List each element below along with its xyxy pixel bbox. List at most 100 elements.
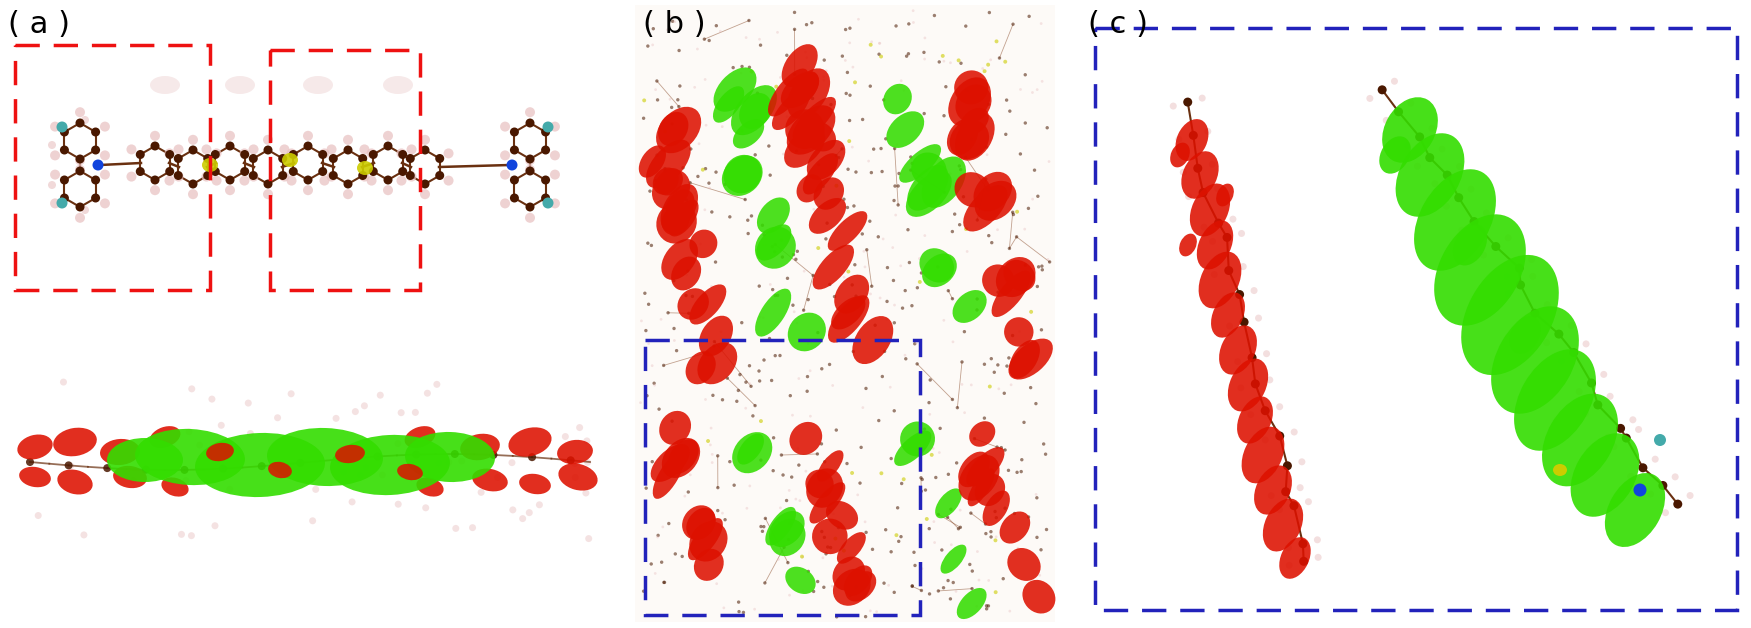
Ellipse shape — [1394, 107, 1403, 116]
Ellipse shape — [573, 474, 580, 481]
Point — [879, 276, 907, 286]
Ellipse shape — [690, 521, 727, 561]
Point — [1012, 70, 1040, 80]
Ellipse shape — [1250, 379, 1259, 388]
Ellipse shape — [1222, 295, 1229, 302]
Ellipse shape — [411, 409, 418, 416]
Ellipse shape — [583, 489, 590, 497]
Point — [692, 205, 720, 215]
Point — [662, 549, 690, 559]
Point — [643, 151, 671, 161]
Point — [872, 525, 900, 535]
Point — [728, 126, 756, 136]
Point — [844, 588, 872, 598]
Ellipse shape — [949, 120, 989, 159]
Ellipse shape — [383, 131, 392, 141]
Ellipse shape — [1189, 131, 1198, 140]
Point — [807, 439, 835, 449]
Point — [833, 458, 861, 468]
Ellipse shape — [1240, 318, 1248, 327]
Ellipse shape — [991, 271, 1031, 317]
Point — [961, 433, 989, 443]
Point — [790, 305, 818, 315]
Ellipse shape — [686, 508, 716, 539]
Point — [658, 416, 686, 426]
Point — [981, 367, 1009, 377]
Bar — [1080, 5, 1746, 622]
Point — [816, 359, 844, 369]
Ellipse shape — [60, 379, 67, 386]
Point — [779, 410, 807, 420]
Ellipse shape — [949, 77, 991, 126]
Point — [795, 566, 823, 577]
Point — [765, 350, 793, 360]
Point — [746, 40, 774, 50]
Point — [669, 163, 697, 173]
Point — [867, 468, 895, 479]
Ellipse shape — [75, 119, 84, 127]
Point — [833, 67, 861, 77]
Point — [982, 587, 1010, 597]
Point — [1007, 149, 1035, 159]
Point — [919, 517, 947, 527]
Point — [928, 51, 956, 61]
Point — [657, 11, 685, 21]
Point — [881, 406, 909, 416]
Point — [977, 55, 1005, 65]
Ellipse shape — [1515, 264, 1523, 273]
Point — [634, 338, 662, 349]
Ellipse shape — [91, 127, 100, 136]
Ellipse shape — [187, 135, 198, 145]
Point — [779, 249, 807, 259]
Point — [977, 354, 1005, 364]
Ellipse shape — [518, 515, 525, 522]
Ellipse shape — [769, 68, 809, 117]
Ellipse shape — [690, 284, 727, 325]
Ellipse shape — [224, 131, 235, 141]
Point — [636, 186, 664, 196]
Point — [685, 171, 713, 181]
Ellipse shape — [282, 153, 298, 167]
Ellipse shape — [658, 112, 688, 146]
Ellipse shape — [404, 432, 496, 482]
Ellipse shape — [982, 490, 1010, 526]
Point — [797, 365, 825, 376]
Ellipse shape — [151, 131, 159, 141]
Point — [1016, 11, 1044, 21]
Point — [735, 16, 763, 26]
Ellipse shape — [786, 106, 835, 154]
Point — [758, 225, 786, 236]
Point — [933, 575, 961, 585]
Ellipse shape — [525, 155, 536, 165]
Point — [704, 89, 732, 99]
Point — [963, 305, 991, 315]
Ellipse shape — [1504, 234, 1511, 241]
Point — [744, 88, 772, 98]
Ellipse shape — [445, 458, 452, 466]
Ellipse shape — [406, 171, 417, 181]
Point — [868, 166, 897, 176]
Ellipse shape — [173, 171, 182, 180]
Point — [981, 535, 1009, 545]
Ellipse shape — [383, 76, 413, 94]
Point — [888, 76, 916, 86]
Point — [651, 463, 679, 473]
Point — [953, 21, 981, 31]
Point — [916, 409, 944, 420]
Ellipse shape — [1378, 85, 1387, 94]
Ellipse shape — [956, 85, 991, 122]
Ellipse shape — [1558, 357, 1565, 365]
Point — [781, 69, 809, 79]
Point — [762, 239, 790, 249]
Ellipse shape — [224, 185, 235, 195]
Ellipse shape — [436, 171, 445, 180]
Point — [974, 484, 1002, 494]
Point — [1023, 493, 1051, 503]
Ellipse shape — [833, 274, 868, 313]
Ellipse shape — [1268, 492, 1275, 499]
Point — [909, 563, 937, 573]
Ellipse shape — [805, 468, 842, 508]
Point — [777, 472, 805, 482]
Ellipse shape — [369, 150, 378, 159]
Point — [870, 95, 898, 105]
